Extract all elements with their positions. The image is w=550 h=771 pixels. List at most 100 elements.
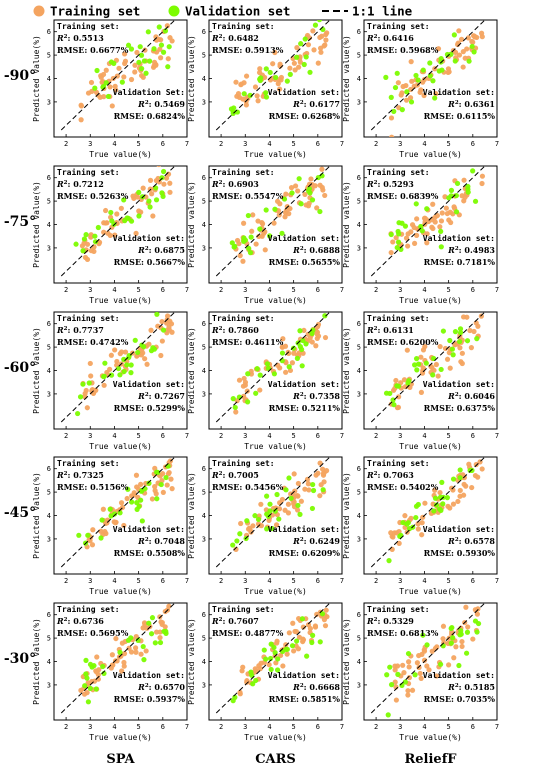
training-point: [167, 35, 173, 41]
validation-point: [125, 486, 131, 492]
validation-point: [444, 51, 451, 58]
training-point: [437, 224, 443, 230]
validation-point: [450, 352, 456, 358]
training-header: Training set:: [212, 458, 275, 468]
training-point: [121, 659, 127, 666]
training-point: [389, 134, 395, 137]
validation-point: [165, 64, 171, 70]
validation-point: [253, 677, 259, 684]
y-axis-label: Predicted value(%): [32, 181, 41, 268]
validation-point: [119, 79, 125, 85]
y-tick-label: 4: [47, 75, 51, 83]
row-label: -30°: [4, 651, 36, 667]
training-point: [403, 235, 410, 241]
training-point: [88, 233, 94, 240]
training-r2: R2: 0.7737: [56, 325, 104, 335]
validation-point: [134, 506, 140, 513]
training-point: [96, 239, 103, 245]
validation-point: [98, 535, 104, 541]
training-point: [147, 177, 154, 183]
x-tick-label: 2: [219, 723, 223, 731]
y-tick-label: 4: [202, 512, 206, 520]
validation-point: [320, 487, 326, 493]
validation-point: [453, 209, 460, 215]
training-point: [426, 667, 432, 673]
x-tick-label: 4: [267, 140, 271, 148]
training-point: [315, 470, 321, 476]
training-point: [162, 624, 168, 630]
x-tick-label: 2: [374, 140, 378, 148]
training-point: [305, 42, 312, 48]
training-point: [313, 343, 319, 349]
validation-r2: R2: 0.4983: [447, 245, 495, 255]
training-r2: R2: 0.7325: [56, 470, 104, 480]
y-axis-label: Predicted value(%): [342, 35, 351, 122]
training-point: [109, 652, 115, 658]
validation-point: [257, 372, 263, 378]
validation-header: Validation set:: [423, 87, 495, 97]
training-point: [241, 393, 247, 399]
validation-point: [255, 516, 262, 523]
validation-point: [387, 664, 393, 670]
validation-point: [105, 93, 111, 100]
x-tick-label: 4: [112, 140, 116, 148]
training-point: [409, 687, 416, 693]
training-point: [322, 192, 328, 199]
training-header: Training set:: [367, 167, 430, 177]
validation-point: [438, 244, 444, 250]
validation-point: [80, 248, 86, 254]
validation-point: [302, 36, 308, 42]
validation-point: [94, 67, 100, 74]
validation-point: [126, 354, 132, 361]
training-point: [430, 201, 436, 207]
validation-point: [103, 80, 109, 86]
y-tick-label: 6: [47, 320, 51, 328]
training-point: [446, 69, 452, 75]
x-axis-label: True value(%): [244, 733, 307, 742]
training-r2: R2: 0.7212: [56, 179, 104, 189]
training-point: [461, 481, 467, 487]
training-point: [438, 218, 445, 224]
training-point: [133, 649, 139, 655]
training-point: [417, 670, 423, 677]
validation-point: [424, 206, 430, 212]
training-header: Training set:: [57, 604, 120, 614]
training-point: [300, 624, 306, 630]
training-rmse: RMSE: 0.6839%: [367, 191, 439, 201]
validation-point: [395, 239, 402, 245]
training-point: [314, 331, 320, 337]
validation-point: [272, 649, 278, 656]
training-point: [389, 546, 395, 552]
training-point: [167, 180, 173, 186]
training-point: [109, 103, 115, 109]
validation-point: [158, 481, 164, 488]
training-point: [161, 181, 167, 187]
training-point: [451, 655, 457, 661]
training-point: [169, 486, 175, 492]
training-point: [132, 69, 138, 75]
training-point: [78, 117, 84, 123]
validation-header: Validation set:: [113, 670, 185, 680]
validation-point: [451, 32, 457, 38]
training-point: [277, 365, 283, 371]
x-tick-label: 6: [161, 286, 165, 294]
validation-point: [394, 244, 400, 251]
x-tick-label: 5: [292, 432, 296, 440]
validation-point: [81, 236, 88, 242]
x-tick-label: 7: [495, 432, 499, 440]
validation-point: [284, 78, 290, 84]
training-point: [164, 23, 170, 29]
training-point: [459, 643, 465, 650]
training-point: [390, 239, 396, 245]
y-tick-label: 5: [47, 635, 51, 643]
validation-point: [153, 197, 160, 203]
x-tick-label: 3: [88, 140, 92, 148]
validation-point: [449, 346, 456, 352]
validation-rmse: RMSE: 0.5937%: [114, 694, 186, 704]
y-tick-label: 3: [357, 390, 361, 398]
training-r2: R2: 0.6131: [366, 325, 414, 335]
validation-point: [320, 26, 326, 33]
scatter-points: [230, 607, 330, 704]
training-rmse: RMSE: 0.5456%: [212, 482, 284, 492]
x-axis-label: True value(%): [399, 587, 462, 596]
